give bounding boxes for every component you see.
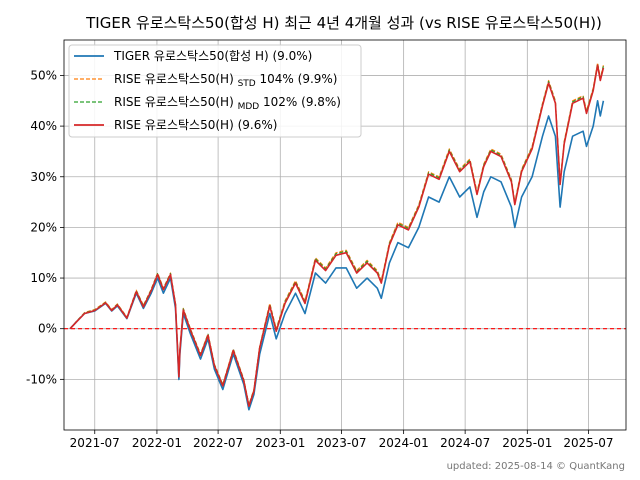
plot-area: [64, 62, 626, 411]
x-tick-label: 2022-07: [193, 436, 243, 450]
x-tick-label: 2024-01: [379, 436, 429, 450]
y-tick-label: 10%: [30, 271, 57, 285]
series-line-0: [69, 100, 605, 411]
x-tick-label: 2025-07: [563, 436, 613, 450]
legend-entry: RISE 유로스탁스50(H) MDD 102% (9.8%): [114, 95, 341, 112]
x-axis: 2021-07 2022-01 2022-07 2023-01 2023-07 2024-…: [70, 430, 614, 450]
y-tick-label: 30%: [30, 170, 57, 184]
footer-note: updated: 2025-08-14 © QuantKang: [447, 461, 625, 472]
y-axis: -10% 0% 10% 20% 30% 40% 50%: [26, 68, 64, 386]
series-line-3: [69, 64, 605, 407]
x-tick-label: 2024-07: [440, 436, 490, 450]
y-tick-label: 0%: [38, 322, 57, 336]
legend-box: [68, 44, 362, 138]
x-tick-label: 2023-01: [255, 436, 305, 450]
legend-entry: RISE 유로스탁스50(H) (9.6%): [114, 118, 277, 132]
legend: TIGER 유로스탁스50(합성 H) (9.0%) RISE 유로스탁스50(H…: [68, 44, 362, 138]
x-tick-label: 2025-01: [502, 436, 552, 450]
y-tick-label: 20%: [30, 220, 57, 234]
x-tick-label: 2021-07: [70, 436, 120, 450]
y-tick-label: 40%: [30, 119, 57, 133]
x-tick-label: 2023-07: [316, 436, 366, 450]
chart-title: TIGER 유로스탁스50(합성 H) 최근 4년 4개월 성과 (vs RIS…: [85, 14, 602, 32]
x-tick-label: 2022-01: [132, 436, 182, 450]
plot-frame: [63, 39, 627, 431]
y-tick-label: 50%: [30, 68, 57, 82]
y-tick-label: -10%: [26, 372, 57, 386]
legend-entry: TIGER 유로스탁스50(합성 H) (9.0%): [113, 49, 312, 63]
legend-entry: RISE 유로스탁스50(H) STD 104% (9.9%): [114, 72, 338, 89]
